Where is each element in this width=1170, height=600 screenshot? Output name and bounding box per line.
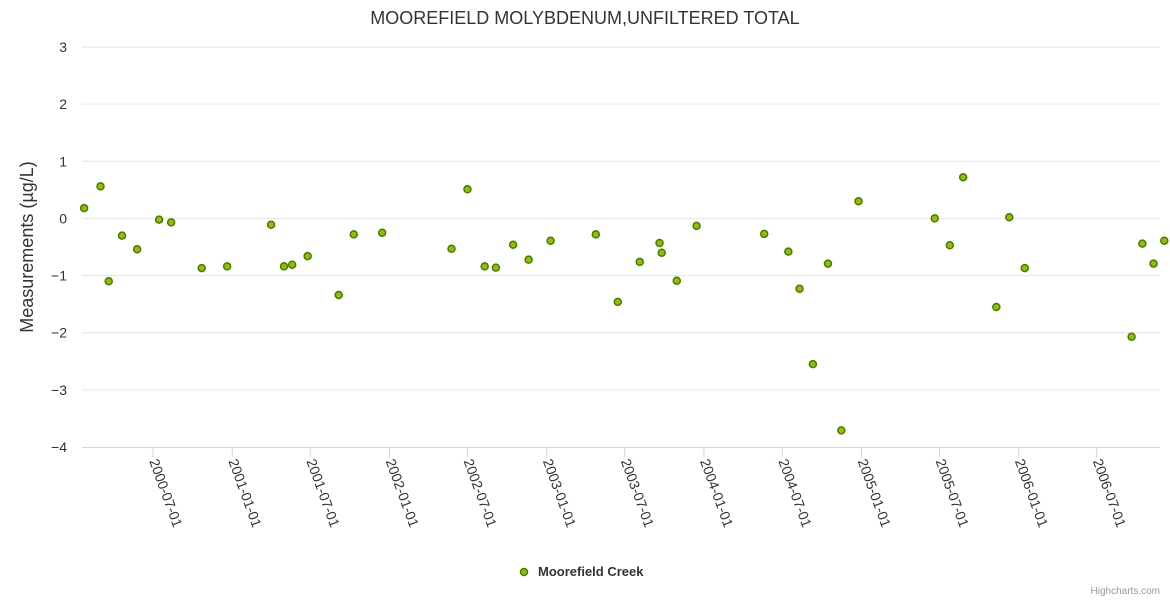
data-point[interactable] [795, 284, 804, 293]
data-point[interactable] [266, 220, 276, 229]
data-point[interactable] [524, 255, 533, 264]
data-point[interactable] [692, 221, 701, 231]
series-moorefield-creek [79, 173, 1169, 435]
x-tick-label: 2004-07-01 [775, 457, 815, 530]
data-point[interactable] [992, 302, 1001, 312]
data-point[interactable] [784, 247, 793, 256]
data-point[interactable] [377, 228, 387, 237]
x-tick-label: 2003-01-01 [540, 457, 580, 530]
data-point[interactable] [1020, 263, 1030, 273]
data-point[interactable] [657, 248, 666, 257]
data-point[interactable] [672, 276, 682, 285]
x-tick-label: 2006-01-01 [1012, 457, 1052, 530]
data-point[interactable] [287, 260, 297, 269]
x-tick-label: 2001-01-01 [225, 457, 265, 530]
legend-label: Moorefield Creek [538, 564, 644, 579]
data-point[interactable] [958, 173, 968, 182]
y-tick-label: −1 [51, 268, 67, 284]
data-point[interactable] [279, 262, 289, 271]
x-tick-label: 2003-07-01 [618, 457, 658, 530]
x-axis: 2000-07-01 2001-01-01 2001-07-01 2002-01-01… [146, 447, 1129, 530]
data-point[interactable] [117, 231, 127, 240]
x-tick-label: 2000-07-01 [146, 457, 186, 530]
data-point[interactable] [104, 277, 113, 286]
x-tick-label: 2002-07-01 [461, 457, 501, 530]
y-tick-label: 1 [59, 153, 67, 169]
data-point[interactable] [303, 251, 312, 261]
data-point[interactable] [349, 230, 359, 239]
data-point[interactable] [546, 236, 555, 245]
y-tick-label: −2 [51, 325, 67, 341]
data-point[interactable] [197, 263, 206, 273]
y-axis: −4 −3 −2 −1 0 1 2 3 [51, 39, 67, 455]
data-point[interactable] [166, 218, 176, 227]
legend[interactable]: Moorefield Creek [519, 564, 645, 579]
data-point[interactable] [759, 229, 769, 239]
x-tick-label: 2001-07-01 [303, 457, 343, 530]
data-point[interactable] [613, 297, 623, 307]
y-tick-label: 0 [59, 210, 67, 226]
data-point[interactable] [1138, 239, 1147, 248]
data-point[interactable] [96, 182, 105, 191]
data-point[interactable] [930, 214, 940, 223]
data-point[interactable] [1127, 332, 1136, 341]
x-tick-label: 2004-01-01 [697, 457, 737, 530]
data-point[interactable] [491, 263, 501, 272]
y-tick-label: 2 [59, 96, 67, 112]
credits-link[interactable]: Highcharts.com [1091, 586, 1160, 597]
data-point[interactable] [154, 215, 164, 224]
x-tick-label: 2006-07-01 [1090, 457, 1130, 530]
y-tick-label: −4 [51, 439, 67, 455]
data-point[interactable] [1149, 259, 1158, 268]
grid-layer [82, 46, 1160, 391]
data-point[interactable] [222, 262, 232, 271]
data-point[interactable] [132, 245, 142, 254]
data-point[interactable] [463, 185, 472, 194]
data-point[interactable] [334, 290, 343, 300]
data-point[interactable] [823, 259, 833, 268]
data-point[interactable] [808, 359, 818, 369]
data-point[interactable] [1005, 213, 1014, 222]
x-tick-label: 2005-01-01 [855, 457, 895, 530]
x-tick-label: 2005-07-01 [933, 457, 973, 530]
data-point[interactable] [945, 241, 955, 250]
data-point[interactable] [480, 262, 489, 271]
data-point[interactable] [508, 240, 518, 249]
data-point[interactable] [655, 238, 664, 248]
chart-title: MOOREFIELD MOLYBDENUM,UNFILTERED TOTAL [370, 8, 799, 28]
y-tick-label: 3 [59, 39, 67, 55]
data-point[interactable] [447, 244, 456, 253]
y-tick-label: −3 [51, 382, 67, 398]
y-axis-label: Measurements (µg/L) [17, 161, 37, 332]
data-point[interactable] [79, 203, 89, 213]
data-point[interactable] [854, 197, 863, 206]
data-point[interactable] [837, 426, 846, 435]
data-point[interactable] [635, 257, 644, 267]
data-point[interactable] [591, 230, 601, 239]
data-point[interactable] [1160, 236, 1169, 245]
legend-marker [519, 567, 529, 577]
x-tick-label: 2002-01-01 [383, 457, 423, 530]
